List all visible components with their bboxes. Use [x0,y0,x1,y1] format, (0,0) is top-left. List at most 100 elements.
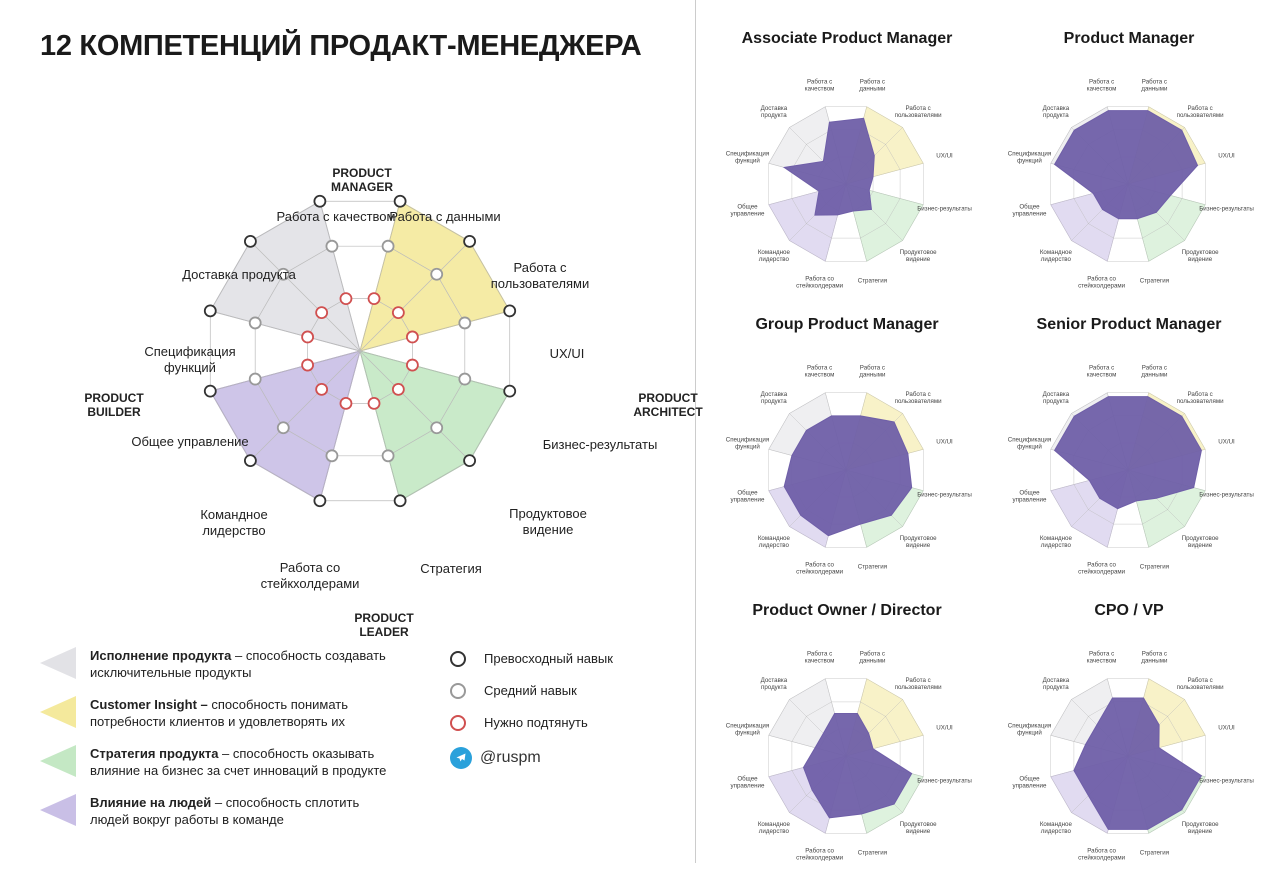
svg-text:Работа скачеством: Работа скачеством [1087,364,1117,378]
legend-category-row: Влияние на людей – способность сплотить … [40,794,390,829]
svg-text:Работа состейкхолдерами: Работа состейкхолдерами [1078,562,1126,576]
small-chart-title: Associate Product Manager [711,30,983,48]
small-radar-chart: Работа сданнымиРабота спользователямиUX/… [993,56,1263,296]
svg-text:Доставкапродукта: Доставкапродукта [1043,105,1070,119]
main-radar-wrap: PRODUCT MANAGERPRODUCTARCHITECTPRODUCT L… [40,81,675,571]
axis-label: Спецификация функций [130,344,250,375]
svg-text:UX/UI: UX/UI [1218,153,1235,160]
svg-text:Доставкапродукта: Доставкапродукта [761,677,788,691]
legend-category-text: Исполнение продукта – способность создав… [90,647,390,682]
svg-text:Командноелидерство: Командноелидерство [758,535,791,549]
legend-level-label: Превосходный навык [484,651,613,666]
small-radar-chart: Работа сданнымиРабота спользователямиUX/… [711,342,981,582]
axis-label: UX/UI [507,346,627,362]
small-radar-2: Group Product Manager Работа сданнымиРабо… [711,316,983,587]
svg-text:Общееуправление: Общееуправление [1013,203,1047,217]
svg-text:Доставкапродукта: Доставкапродукта [761,105,788,119]
svg-text:Общееуправление: Общееуправление [1013,489,1047,503]
legend-level-row: Средний навык [450,683,613,699]
svg-text:Работа скачеством: Работа скачеством [1087,650,1117,664]
svg-text:Общееуправление: Общееуправление [1013,775,1047,789]
small-charts-grid: Associate Product Manager Работа сданными… [696,0,1280,863]
legend-category-text: Влияние на людей – способность сплотить … [90,794,390,829]
attribution-text: @ruspm [480,749,541,767]
legend-categories-col: Исполнение продукта – способность создав… [40,647,390,843]
svg-text:Спецификацияфункций: Спецификацияфункций [1008,723,1051,737]
legend-category-text: Customer Insight – способность понимать … [90,696,390,731]
small-radar-0: Associate Product Manager Работа сданными… [711,30,983,301]
svg-text:UX/UI: UX/UI [936,153,953,160]
quadrant-label-left: PRODUCTBUILDER [59,391,169,420]
svg-text:Бизнес-результаты: Бизнес-результаты [1199,777,1254,784]
legend-level-label: Средний навык [484,683,577,698]
svg-text:Спецификацияфункций: Спецификацияфункций [726,437,769,451]
attribution: @ruspm [450,747,613,769]
axis-label: Работа с качеством [276,209,396,225]
svg-text:UX/UI: UX/UI [1218,439,1235,446]
svg-text:Работа сданными: Работа сданными [1141,364,1168,378]
svg-text:Продуктовоевидение: Продуктовоевидение [900,821,938,835]
svg-text:UX/UI: UX/UI [936,725,953,732]
svg-text:Работа сданными: Работа сданными [1141,78,1168,92]
legend-levels-col: Превосходный навык Средний навык Нужно п… [450,651,613,769]
svg-text:Работа скачеством: Работа скачеством [805,364,835,378]
svg-text:Продуктовоевидение: Продуктовоевидение [900,249,938,263]
small-chart-title: Group Product Manager [711,316,983,334]
legend-level-row: Превосходный навык [450,651,613,667]
small-radar-chart: Работа сданнымиРабота спользователямиUX/… [993,628,1263,868]
svg-text:UX/UI: UX/UI [1218,725,1235,732]
svg-text:Спецификацияфункций: Спецификацияфункций [726,151,769,165]
svg-text:Работа спользователями: Работа спользователями [1177,677,1224,691]
axis-label: Доставка продукта [179,267,299,283]
svg-text:Стратегия: Стратегия [1140,564,1169,571]
svg-text:Продуктовоевидение: Продуктовоевидение [1182,821,1220,835]
telegram-icon [450,747,472,769]
svg-text:UX/UI: UX/UI [936,439,953,446]
small-radar-4: Product Owner / DirectorРабота сданнымиР… [711,602,983,873]
svg-text:Доставкапродукта: Доставкапродукта [761,391,788,405]
small-chart-title: Product Owner / Director [711,602,983,620]
svg-text:Работа состейкхолдерами: Работа состейкхолдерами [1078,848,1126,862]
svg-text:Общееуправление: Общееуправление [731,203,765,217]
svg-text:Работа сданными: Работа сданными [859,650,886,664]
svg-text:Командноелидерство: Командноелидерство [1040,249,1073,263]
svg-text:Работа состейкхолдерами: Работа состейкхолдерами [796,562,844,576]
legend-triangle-icon [40,647,76,679]
legend-triangle-icon [40,794,76,826]
small-radar-1: Product ManagerРабота сданнымиРабота спо… [993,30,1265,301]
svg-text:Работа скачеством: Работа скачеством [805,78,835,92]
svg-text:Работа спользователями: Работа спользователями [1177,391,1224,405]
small-chart-title: CPO / VP [993,602,1265,620]
svg-text:Стратегия: Стратегия [1140,850,1169,857]
svg-text:Спецификацияфункций: Спецификацияфункций [1008,437,1051,451]
page-title: 12 КОМПЕТЕНЦИЙ ПРОДАКТ-МЕНЕДЖЕРА [40,30,675,63]
svg-text:Доставкапродукта: Доставкапродукта [1043,391,1070,405]
axis-label: Работа с пользователями [480,260,600,291]
legend-category-text: Стратегия продукта – способность оказыва… [90,745,390,780]
axis-label: Бизнес-результаты [540,437,660,453]
quadrant-label-top: PRODUCT MANAGER [307,166,417,195]
svg-text:Общееуправление: Общееуправление [731,775,765,789]
svg-text:Продуктовоевидение: Продуктовоевидение [1182,535,1220,549]
small-radar-5: CPO / VP Работа сданнымиРабота спользоват… [993,602,1265,873]
svg-text:Работа скачеством: Работа скачеством [1087,78,1117,92]
legend-triangle-icon [40,745,76,777]
svg-text:Стратегия: Стратегия [858,564,887,571]
main-radar-chart [40,81,680,571]
axis-label: Работа с данными [385,209,505,225]
svg-text:Продуктовоевидение: Продуктовоевидение [900,535,938,549]
axis-label: Стратегия [391,561,511,577]
legend-dot-icon [450,683,466,699]
svg-text:Работа скачеством: Работа скачеством [805,650,835,664]
svg-text:Работа спользователями: Работа спользователями [895,677,942,691]
small-radar-chart: Работа сданными Работа спользователями UX/… [711,628,981,868]
svg-text:Командноелидерство: Командноелидерство [758,821,791,835]
svg-text:Бизнес-результаты: Бизнес-результаты [1199,491,1254,498]
axis-label: Работа со стейкхолдерами [250,560,370,591]
legend-category-row: Customer Insight – способность понимать … [40,696,390,731]
small-radar-chart: Работа сданнымиРабота спользователямиUX/… [711,56,981,296]
small-radar-chart: Работа сданными Работа спользователями UX/… [993,342,1263,582]
svg-text:Бизнес-результаты: Бизнес-результаты [917,205,972,212]
quadrant-label-bottom: PRODUCT LEADER [329,611,439,640]
svg-text:Командноелидерство: Командноелидерство [1040,535,1073,549]
